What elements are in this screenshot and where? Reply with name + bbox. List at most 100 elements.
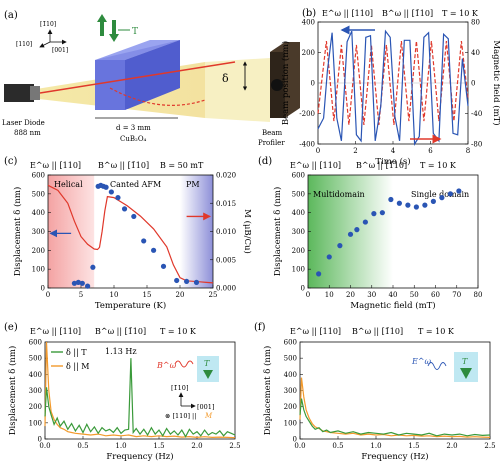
x-tick-label: 2.0 (191, 442, 202, 450)
panel-e-label: (e) (4, 322, 18, 333)
x-tick-label: 0.0 (294, 442, 305, 450)
y-tick-label: 400 (284, 371, 297, 379)
x-tick-label: 20 (346, 291, 355, 299)
x-tick-label: 10 (325, 291, 334, 299)
series-displacement-point (151, 247, 157, 253)
inset-b-wave-icon (174, 360, 194, 368)
y2-tick-label: 0.010 (216, 228, 236, 236)
x-axis-label: Time (s) (375, 156, 410, 167)
y-tick-label: 200 (292, 247, 305, 255)
x-tick-label: 30 (367, 291, 376, 299)
series-displacement-point (379, 210, 385, 216)
y2-axis-label: Magnetic field (mT) (491, 40, 500, 125)
panel-f-label: (f) (254, 322, 266, 333)
e-head-1: E^ω || [110] (30, 327, 81, 336)
y-axis-label: Displacement δ (nm) (262, 346, 273, 436)
inset-e-label: E^ω (411, 357, 432, 366)
legend-label-t: δ || T (66, 348, 87, 357)
x-tick-label: 2.5 (229, 442, 240, 450)
x-tick-label: 0 (46, 291, 50, 299)
region-pm (180, 175, 213, 288)
series-position (317, 29, 469, 146)
y-axis-label: Displacement δ (nm) (7, 346, 18, 436)
y-tick-label: 300 (32, 228, 45, 236)
y-tick-label: 200 (284, 403, 297, 411)
y-tick-label: 200 (32, 247, 45, 255)
series-displacement-point (430, 198, 436, 204)
e-head-2: B^ω || [1̄10] (95, 327, 146, 336)
series-displacement-point (115, 195, 121, 201)
axis-bar110: [1̄10] (40, 21, 56, 28)
x-tick-label: 80 (474, 291, 483, 299)
y2-tick-label: 0.015 (216, 200, 236, 208)
x-tick-label: 2 (353, 147, 357, 155)
x-tick-label: 0.5 (77, 442, 88, 450)
x-tick-label: 1.0 (115, 442, 126, 450)
y2-axis-label: M (μB/Cu) (242, 209, 253, 254)
f-head-1: E^ω || [110] (290, 327, 341, 336)
series-displacement-point (447, 191, 453, 197)
x-tick-label: 8 (466, 147, 470, 155)
axis-110: [110] (16, 41, 32, 48)
y2-tick-label: -80 (471, 141, 482, 149)
inset-e-wave-icon (427, 362, 447, 370)
x-tick-label: 70 (452, 291, 461, 299)
inset-t-label: T (204, 359, 210, 368)
series-field (317, 41, 469, 125)
series-displacement-point (160, 263, 167, 269)
series-displacement-point (174, 277, 180, 284)
series-displacement-point (75, 279, 81, 285)
y-tick-label: 400 (29, 371, 42, 379)
region-multidomain (308, 175, 393, 288)
y-tick-label: 400 (302, 19, 315, 27)
y-tick-label: 500 (292, 190, 305, 198)
series-displacement-point (422, 202, 428, 208)
series-displacement-point (193, 279, 200, 285)
t-arrow-stem (100, 20, 104, 36)
series-delta-m (299, 377, 491, 438)
series-displacement-point (413, 204, 419, 210)
series-displacement-point (388, 196, 394, 203)
profiler-label-2: Profiler (258, 139, 285, 147)
dimension-label: d = 3 mm (116, 124, 151, 132)
series-displacement-point (456, 188, 462, 194)
y-axis-label: Displacement δ (nm) (12, 187, 23, 277)
y-tick-label: 100 (284, 419, 297, 427)
inset-t-arrow-icon (460, 368, 472, 379)
y-tick-label: 0 (38, 436, 42, 444)
crystal-top (95, 40, 180, 60)
series-delta-t (44, 358, 236, 438)
region-label-single: Single domain (411, 190, 469, 199)
series-displacement-point (347, 231, 354, 237)
inset-axis-bar110: [1̄10] (171, 384, 188, 392)
series-displacement-point (362, 219, 368, 225)
crystal-label: CuB₂O₄ (120, 135, 147, 143)
series-displacement-point (103, 184, 109, 190)
panel-d-label: (d) (258, 156, 272, 167)
series-displacement-point (396, 200, 402, 206)
series-displacement-point (354, 227, 360, 233)
y-tick-label: 600 (32, 172, 45, 180)
y-tick-label: 500 (29, 355, 42, 363)
laser-diode (4, 84, 34, 102)
x-tick-label: 5 (79, 291, 83, 299)
y-tick-label: 400 (292, 209, 305, 217)
c-head-3: B = 50 mT (160, 161, 204, 170)
x-tick-label: 40 (389, 291, 398, 299)
y-tick-label: 500 (32, 190, 45, 198)
region-label-helical: Helical (54, 180, 83, 189)
x-tick-label: 6 (428, 147, 433, 155)
region-label-multidomain: Multidomain (313, 190, 365, 199)
y-tick-label: 0 (311, 80, 315, 88)
inset-b-label: B^ω (156, 361, 177, 370)
panel-c: (c) E^ω || [110] B^ω || [1̄10] B = 50 mT… (4, 156, 253, 311)
laser-beam-out (205, 58, 270, 122)
legend-label-m: δ || M (66, 362, 89, 371)
laser-nm-label: 888 nm (14, 129, 41, 137)
x-axis-label: Frequency (Hz) (361, 451, 428, 462)
series-displacement-point (90, 264, 96, 270)
x-tick-label: 0.0 (39, 442, 50, 450)
y-tick-label: 100 (292, 266, 305, 274)
c-head-1: E^ω || [110] (30, 161, 81, 170)
series-displacement-point (326, 254, 332, 260)
